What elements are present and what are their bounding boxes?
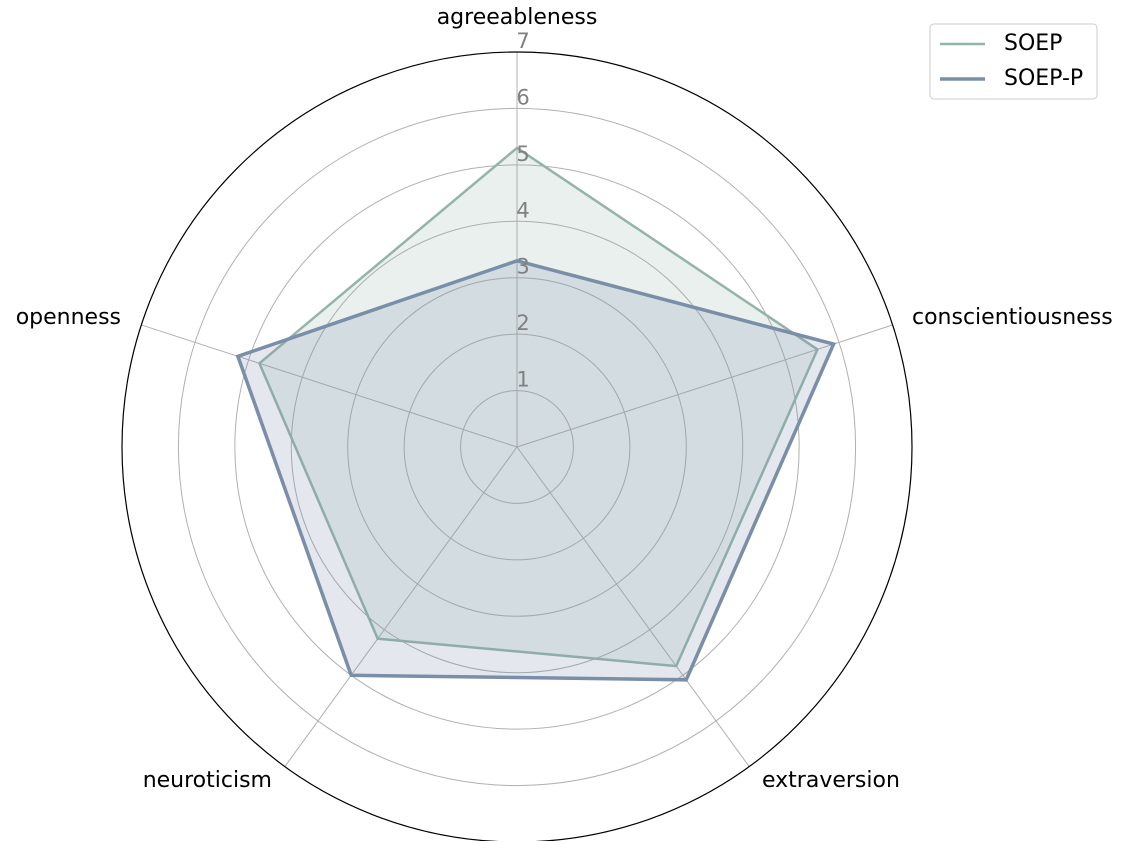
spoke <box>284 446 518 767</box>
category-label: extraversion <box>762 768 900 793</box>
r-tick-label: 5 <box>516 142 529 166</box>
category-label: agreeableness <box>437 5 598 30</box>
series-area <box>237 260 834 680</box>
legend-label: SOEP <box>1004 31 1062 56</box>
r-tick-label: 1 <box>516 368 529 392</box>
category-label: openness <box>16 305 121 330</box>
r-tick-label: 7 <box>516 29 529 53</box>
series-line <box>257 146 820 668</box>
spoke <box>516 446 750 767</box>
r-tick-label: 6 <box>516 85 529 109</box>
category-label: neuroticism <box>143 768 272 793</box>
r-tick-label: 2 <box>516 311 529 335</box>
series-line <box>235 258 837 682</box>
series-area <box>259 147 818 667</box>
spoke <box>141 324 518 448</box>
r-tick-label: 4 <box>516 198 529 222</box>
legend-label: SOEP-P <box>1004 66 1083 91</box>
spoke <box>516 324 893 448</box>
r-tick-label: 3 <box>516 255 529 279</box>
category-label: conscientiousness <box>912 305 1113 330</box>
